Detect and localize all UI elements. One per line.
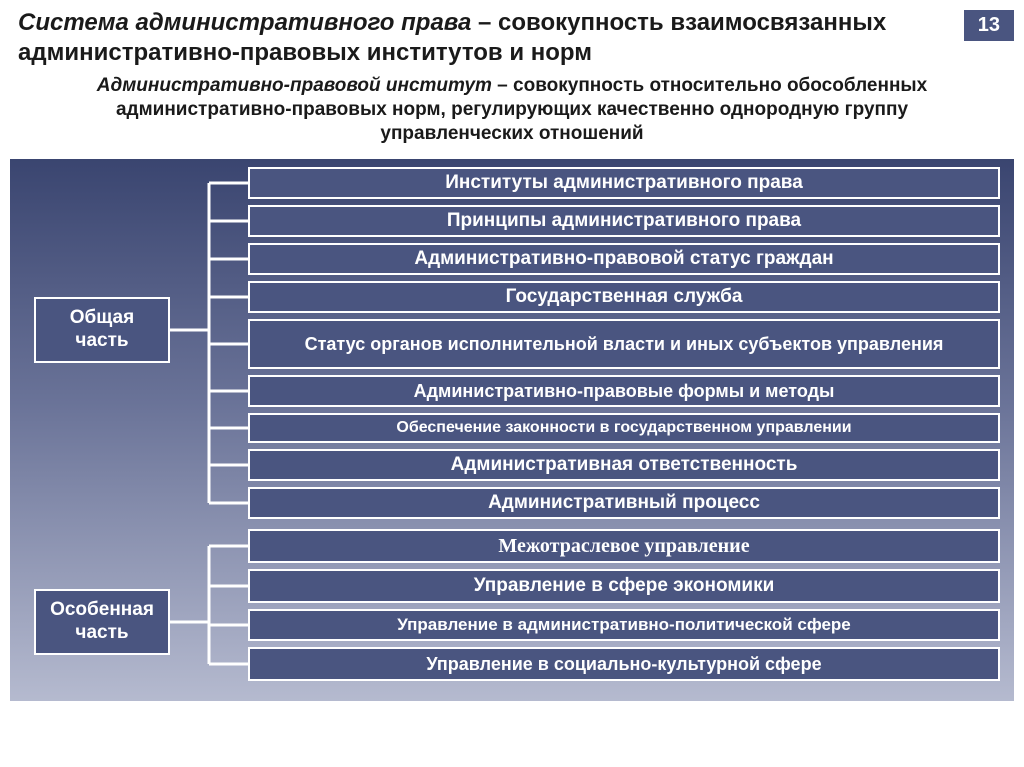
category-general: Общая часть [34, 297, 170, 363]
special-item: Межотраслевое управление [248, 529, 1000, 563]
category-special: Особенная часть [34, 589, 170, 655]
general-item: Статус органов исполнительной власти и и… [248, 319, 1000, 369]
general-items-column: Институты административного права Принцип… [248, 167, 1000, 519]
general-item: Институты административного права [248, 167, 1000, 199]
general-item: Обеспечение законности в государственном… [248, 413, 1000, 443]
title-emphasized: Система административного права [18, 9, 471, 36]
slide-subtitle: Административно-правовой институт – сово… [0, 70, 1024, 155]
general-item: Административная ответственность [248, 449, 1000, 481]
page-number: 13 [964, 10, 1014, 41]
general-item: Административно-правовые формы и методы [248, 375, 1000, 407]
slide-title: Система административного права – совоку… [0, 0, 1024, 70]
subtitle-emphasized: Административно-правовой институт [97, 75, 492, 96]
special-item: Управление в сфере экономики [248, 569, 1000, 603]
special-item: Управление в социально-культурной сфере [248, 647, 1000, 681]
special-items-column: Межотраслевое управление Управление в сфе… [248, 529, 1000, 681]
diagram-panel: Общая часть Институты административного … [10, 159, 1014, 701]
general-item: Административный процесс [248, 487, 1000, 519]
general-item: Административно-правовой статус граждан [248, 243, 1000, 275]
general-item: Государственная служба [248, 281, 1000, 313]
special-item: Управление в административно-политическо… [248, 609, 1000, 641]
general-item: Принципы административного права [248, 205, 1000, 237]
